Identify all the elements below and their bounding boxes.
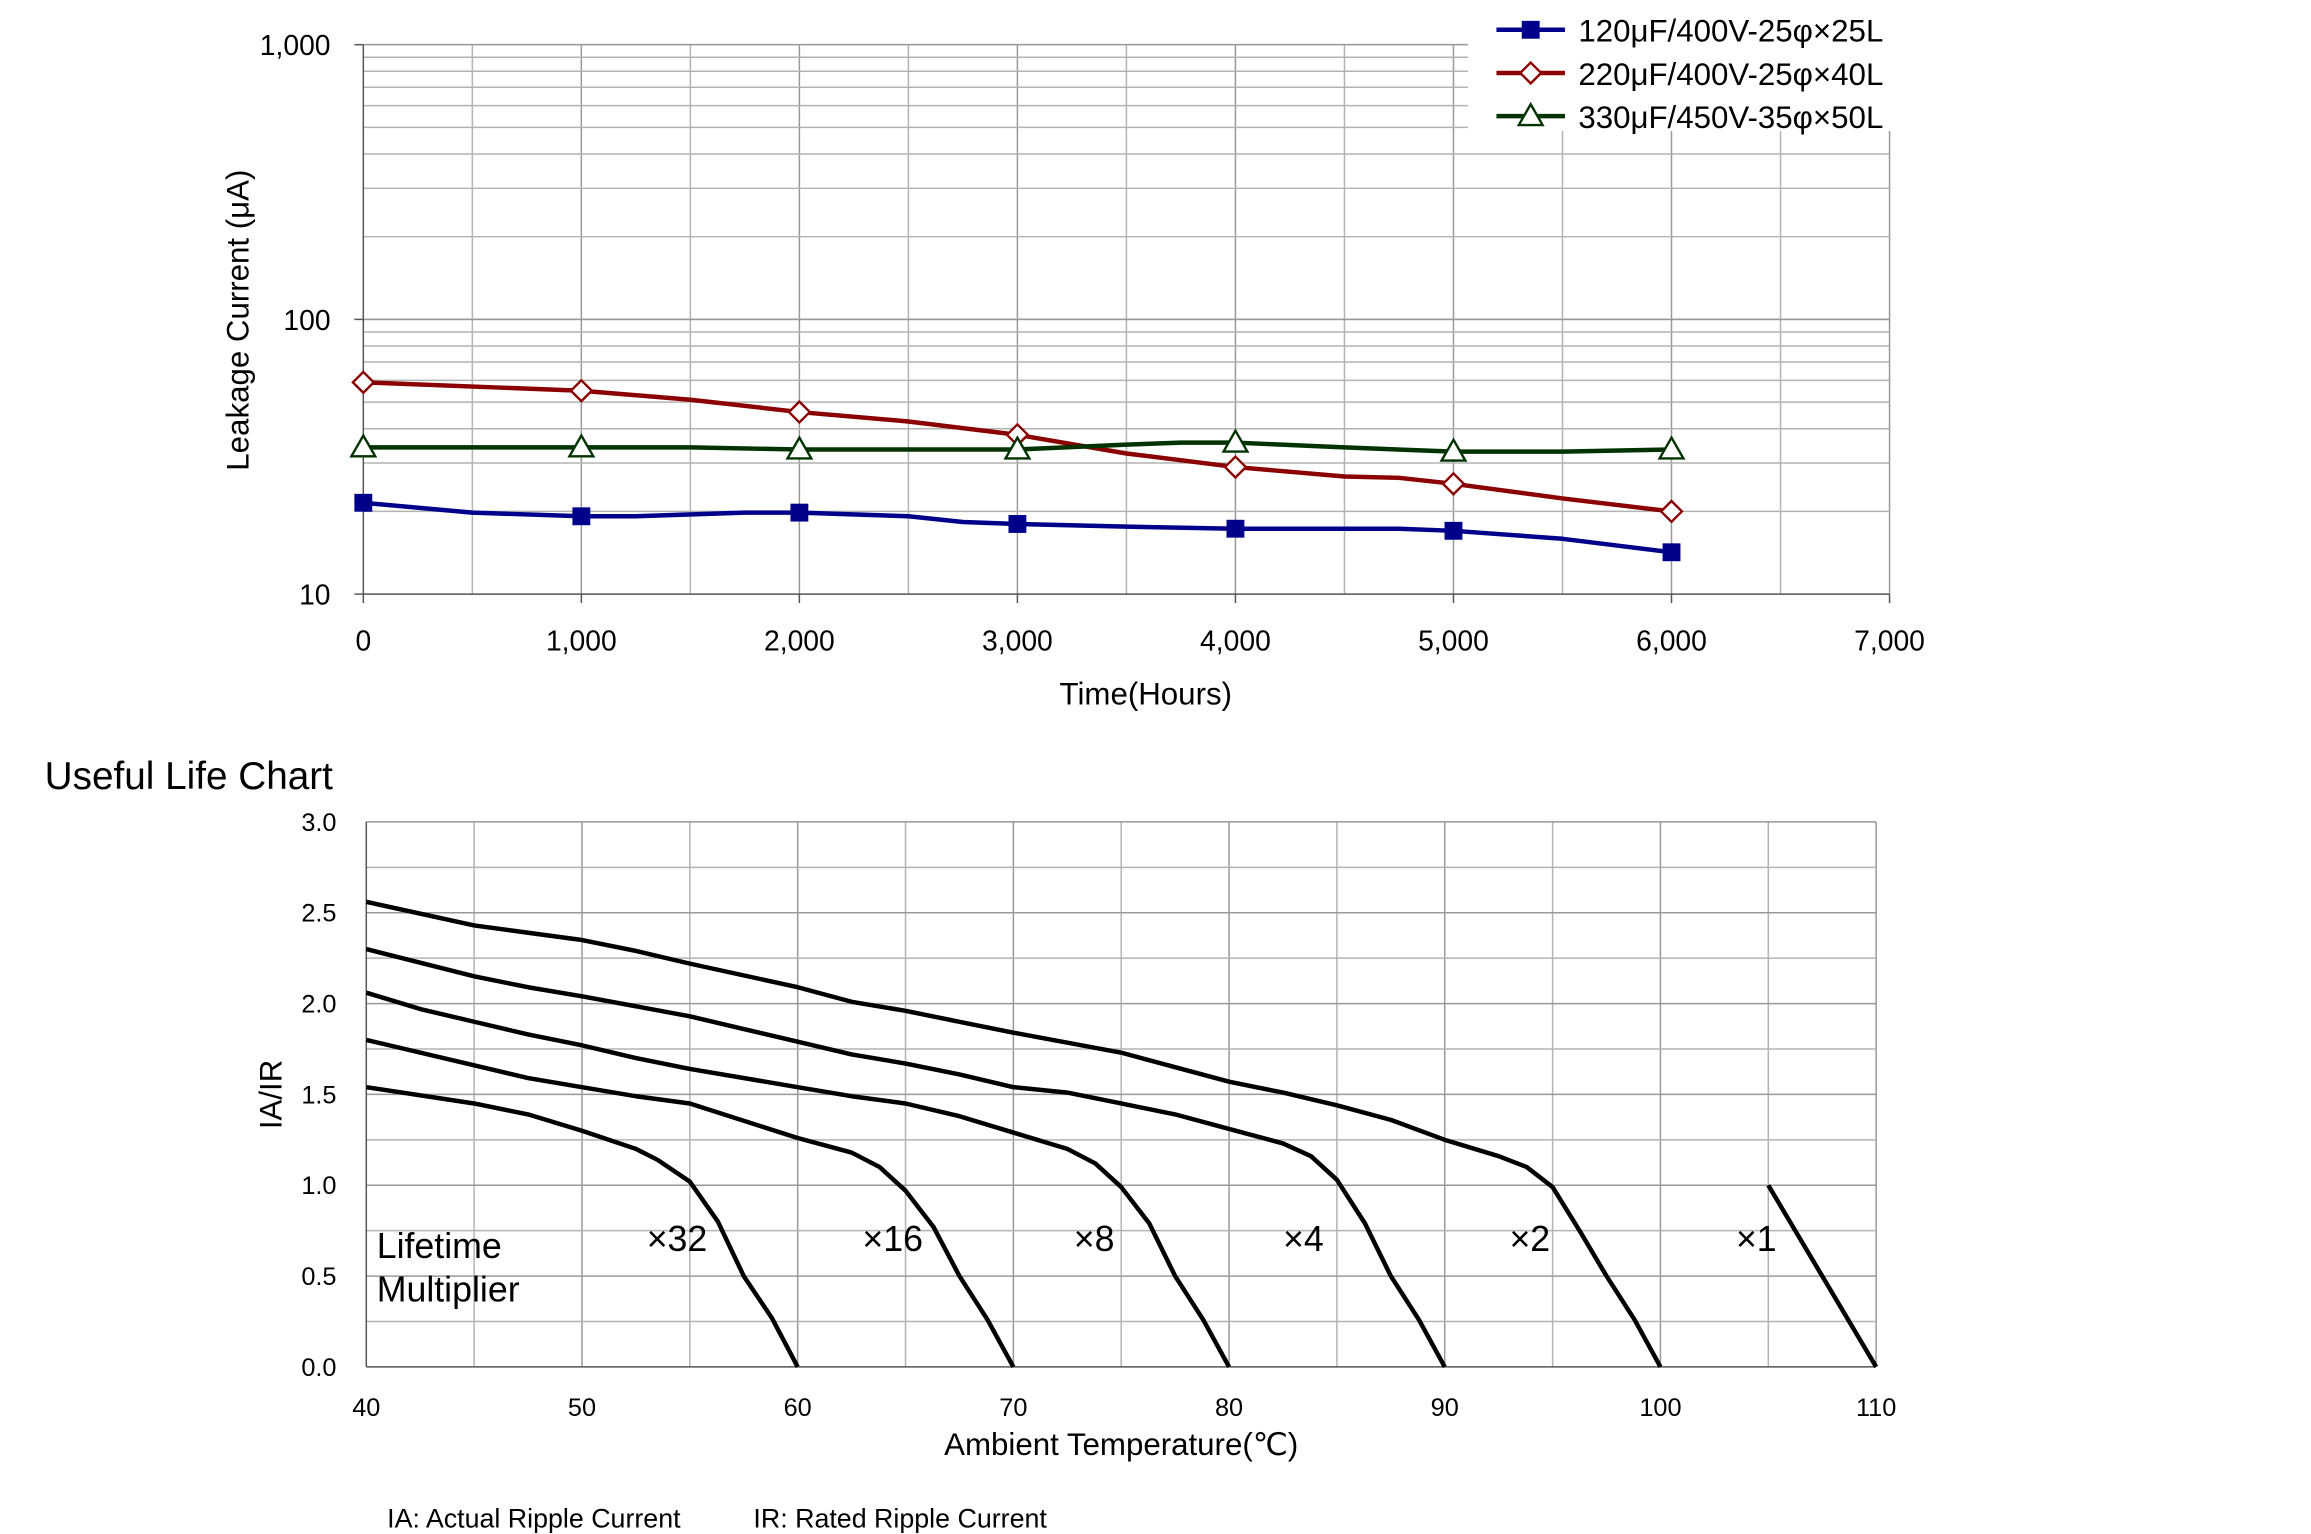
x-axis-title: Time(Hours): [1060, 676, 1232, 711]
multiplier-curve: [1766, 1184, 1879, 1369]
multiplier-label: ×4: [1283, 1219, 1324, 1259]
x-tick-label: 70: [999, 1394, 1027, 1422]
data-point-square: [1008, 515, 1027, 533]
multiplier-curve: [365, 990, 1232, 1368]
data-point-square: [1444, 521, 1463, 540]
x-tick-label: 6,000: [1636, 625, 1707, 657]
data-point-diamond: [351, 370, 376, 395]
x-tick-label: 3,000: [982, 625, 1053, 657]
x-tick-label: 100: [1639, 1394, 1681, 1422]
legend-label: 120μF/400V-25φ×25L: [1578, 14, 1883, 49]
annotation-multiplier: Multiplier: [377, 1269, 520, 1309]
y-tick-label: 2.5: [301, 900, 336, 928]
y-tick-label: 0.5: [301, 1263, 336, 1291]
multiplier-curve: [365, 899, 1663, 1368]
legend-label: 220μF/400V-25φ×40L: [1578, 57, 1883, 92]
y-tick-label: 100: [283, 304, 330, 336]
multiplier-curve: [365, 1037, 1016, 1368]
multiplier-label: ×1: [1736, 1219, 1777, 1259]
y-tick-label: 2.0: [301, 991, 336, 1019]
y-tick-label: 1,000: [260, 29, 331, 61]
data-point-diamond: [1659, 499, 1684, 524]
legend-background: [1468, 0, 2311, 132]
y-tick-label: 10: [299, 579, 330, 611]
x-tick-label: 5,000: [1418, 625, 1489, 657]
data-point-square: [790, 503, 809, 522]
data-point-triangle: [349, 433, 378, 458]
data-point-diamond: [569, 378, 594, 403]
multiplier-label: ×32: [647, 1219, 708, 1259]
series-2: [351, 370, 1684, 524]
multiplier-curve: [365, 946, 1447, 1368]
data-point-square: [1521, 20, 1540, 39]
x-tick-label: 40: [352, 1394, 380, 1422]
footnote-ia: IA: Actual Ripple Current: [387, 1504, 681, 1534]
data-point-square: [1226, 519, 1245, 538]
legend-label: 330μF/450V-35φ×50L: [1578, 100, 1883, 135]
x-tick-label: 50: [568, 1394, 596, 1422]
x-axis-title: Ambient Temperature(℃): [944, 1427, 1298, 1462]
annotation-lifetime: Lifetime: [377, 1226, 502, 1266]
data-point-triangle: [1003, 435, 1032, 460]
data-point-square: [354, 493, 373, 512]
series-1: [354, 493, 1681, 562]
leakage-current-chart: 10 100 1,000 0 1,000 2,000 3,000 4,000 5,000 6,00…: [221, 0, 2311, 711]
series-line: [363, 500, 1672, 555]
y-tick-label: 1.0: [301, 1172, 336, 1200]
x-tick-label: 110: [1856, 1394, 1896, 1422]
data-point-diamond: [1223, 454, 1248, 480]
y-tick-label: 1.5: [301, 1081, 336, 1109]
data-point-triangle: [785, 435, 814, 460]
x-tick-label: 80: [1215, 1394, 1243, 1422]
chart-title: Useful Life Chart: [45, 755, 333, 798]
series-3: [349, 428, 1686, 462]
data-point-square: [1662, 543, 1681, 562]
data-point-triangle: [567, 433, 596, 458]
multiplier-label: ×8: [1074, 1219, 1115, 1259]
footnote-ir: IR: Rated Ripple Current: [753, 1504, 1047, 1534]
x-tick-label: 4,000: [1200, 625, 1271, 657]
x-tick-label: 0: [355, 625, 371, 657]
data-point-triangle: [1516, 101, 1545, 127]
data-point-square: [572, 507, 591, 526]
multiplier-curve: [365, 1084, 800, 1368]
y-tick-label: 3.0: [301, 809, 336, 837]
multiplier-label: ×2: [1509, 1219, 1550, 1259]
data-point-triangle: [1221, 428, 1250, 453]
y-axis-title: Leakage Current (μA): [221, 170, 256, 471]
x-tick-label: 60: [784, 1394, 812, 1422]
x-tick-label: 7,000: [1854, 625, 1925, 657]
x-tick-label: 2,000: [764, 625, 835, 657]
x-tick-label: 90: [1431, 1394, 1459, 1422]
data-point-diamond: [1441, 471, 1466, 496]
multiplier-label: ×16: [862, 1219, 923, 1259]
data-point-diamond: [1518, 60, 1543, 86]
x-tick-label: 1,000: [546, 625, 617, 657]
useful-life-chart: Useful Life Chart 0.0 0.5 1.0 1.5 2.0 2.5 3.0 40…: [45, 755, 1897, 1534]
data-point-diamond: [787, 399, 812, 425]
y-tick-label: 0.0: [301, 1354, 336, 1382]
data-point-triangle: [1657, 435, 1686, 460]
y-axis-title: IA/IR: [253, 1060, 288, 1129]
data-point-triangle: [1439, 437, 1468, 462]
